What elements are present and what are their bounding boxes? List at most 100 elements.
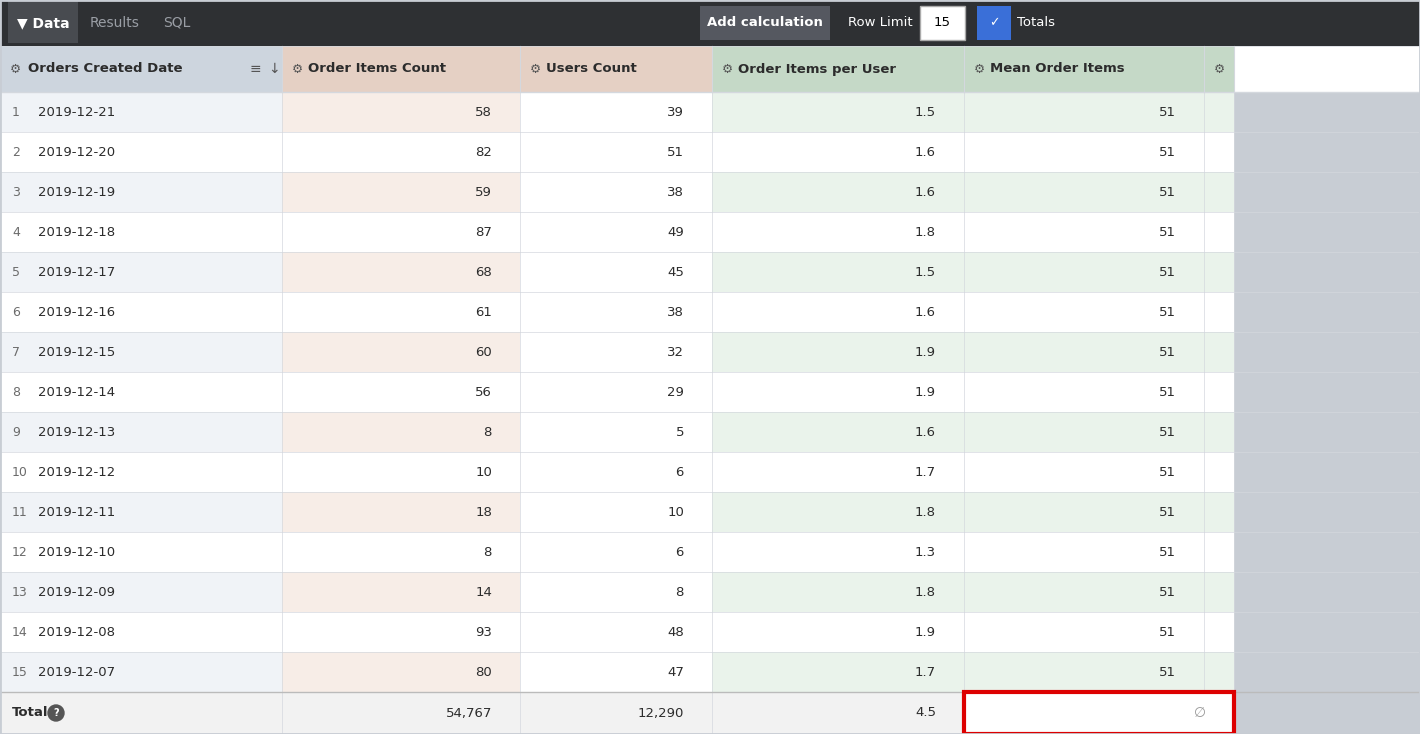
- Bar: [283, 652, 520, 692]
- Text: 87: 87: [476, 225, 491, 239]
- Text: 51: 51: [1159, 186, 1176, 198]
- Text: 1.8: 1.8: [914, 506, 936, 518]
- Text: 5: 5: [11, 266, 20, 278]
- Text: ▼ Data: ▼ Data: [17, 16, 70, 30]
- Text: 51: 51: [1159, 586, 1176, 598]
- Text: Mean Order Items: Mean Order Items: [990, 62, 1125, 76]
- Text: 2019-12-08: 2019-12-08: [38, 625, 115, 639]
- Bar: [520, 212, 711, 252]
- Text: 4.5: 4.5: [914, 707, 936, 719]
- Text: ?: ?: [53, 708, 58, 718]
- Bar: [283, 46, 520, 92]
- Bar: [283, 452, 520, 492]
- Bar: [1204, 412, 1234, 452]
- Text: 6: 6: [11, 305, 20, 319]
- Bar: [711, 132, 964, 172]
- Bar: [1204, 292, 1234, 332]
- Bar: [0, 92, 283, 132]
- Text: 51: 51: [1159, 506, 1176, 518]
- Text: 2019-12-13: 2019-12-13: [38, 426, 115, 438]
- Bar: [711, 412, 964, 452]
- Text: 8: 8: [676, 586, 684, 598]
- Bar: [283, 92, 520, 132]
- Circle shape: [48, 705, 64, 721]
- Bar: [964, 172, 1204, 212]
- Text: ⚙: ⚙: [974, 62, 985, 76]
- Bar: [0, 212, 283, 252]
- Text: Order Items per User: Order Items per User: [738, 62, 896, 76]
- Text: ✓: ✓: [988, 16, 1000, 29]
- Bar: [283, 692, 520, 734]
- Text: ⚙: ⚙: [10, 62, 21, 76]
- Text: 5: 5: [676, 426, 684, 438]
- Bar: [283, 252, 520, 292]
- Bar: [977, 6, 1011, 40]
- Text: 51: 51: [1159, 426, 1176, 438]
- Bar: [711, 532, 964, 572]
- Bar: [0, 46, 1420, 92]
- Text: 60: 60: [476, 346, 491, 358]
- Bar: [9, 0, 78, 43]
- Text: 1.8: 1.8: [914, 225, 936, 239]
- Bar: [520, 92, 711, 132]
- Text: Order Items Count: Order Items Count: [308, 62, 446, 76]
- Bar: [964, 572, 1204, 612]
- Text: 2019-12-17: 2019-12-17: [38, 266, 115, 278]
- Text: 6: 6: [676, 465, 684, 479]
- Text: 51: 51: [667, 145, 684, 159]
- Bar: [80, 0, 151, 43]
- Text: 1.9: 1.9: [914, 625, 936, 639]
- Text: 11: 11: [11, 506, 28, 518]
- Text: 8: 8: [484, 545, 491, 559]
- Text: 3: 3: [11, 186, 20, 198]
- Text: 2019-12-20: 2019-12-20: [38, 145, 115, 159]
- Text: 1.7: 1.7: [914, 465, 936, 479]
- Bar: [700, 6, 831, 40]
- Text: Results: Results: [89, 16, 141, 30]
- Bar: [711, 332, 964, 372]
- Bar: [520, 692, 711, 734]
- Bar: [964, 492, 1204, 532]
- Text: 51: 51: [1159, 385, 1176, 399]
- Bar: [520, 412, 711, 452]
- Bar: [711, 572, 964, 612]
- Text: 38: 38: [667, 186, 684, 198]
- Bar: [964, 212, 1204, 252]
- Text: ⚙: ⚙: [721, 62, 733, 76]
- Text: 2019-12-16: 2019-12-16: [38, 305, 115, 319]
- Bar: [964, 292, 1204, 332]
- Text: 51: 51: [1159, 625, 1176, 639]
- Text: 51: 51: [1159, 346, 1176, 358]
- Text: Row Limit: Row Limit: [848, 16, 913, 29]
- Text: ⚙: ⚙: [293, 62, 304, 76]
- Text: 54,767: 54,767: [446, 707, 491, 719]
- Bar: [0, 452, 283, 492]
- Text: 1.5: 1.5: [914, 266, 936, 278]
- Text: Total: Total: [11, 707, 48, 719]
- Text: 80: 80: [476, 666, 491, 678]
- Text: 2: 2: [11, 145, 20, 159]
- Text: 10: 10: [667, 506, 684, 518]
- Text: ⚙: ⚙: [1213, 62, 1224, 76]
- Text: 2019-12-14: 2019-12-14: [38, 385, 115, 399]
- Text: 1.6: 1.6: [914, 305, 936, 319]
- Text: 1.5: 1.5: [914, 106, 936, 118]
- Text: Orders Created Date: Orders Created Date: [28, 62, 183, 76]
- Bar: [0, 492, 283, 532]
- Text: 45: 45: [667, 266, 684, 278]
- Bar: [1204, 652, 1234, 692]
- Text: 2019-12-07: 2019-12-07: [38, 666, 115, 678]
- Text: 6: 6: [676, 545, 684, 559]
- Text: 2019-12-10: 2019-12-10: [38, 545, 115, 559]
- Bar: [711, 172, 964, 212]
- Bar: [520, 492, 711, 532]
- Bar: [964, 452, 1204, 492]
- Bar: [964, 332, 1204, 372]
- Text: 14: 14: [476, 586, 491, 598]
- Bar: [520, 532, 711, 572]
- Bar: [1204, 452, 1234, 492]
- Text: 18: 18: [476, 506, 491, 518]
- Bar: [964, 372, 1204, 412]
- Text: Add calculation: Add calculation: [707, 16, 824, 29]
- Bar: [283, 332, 520, 372]
